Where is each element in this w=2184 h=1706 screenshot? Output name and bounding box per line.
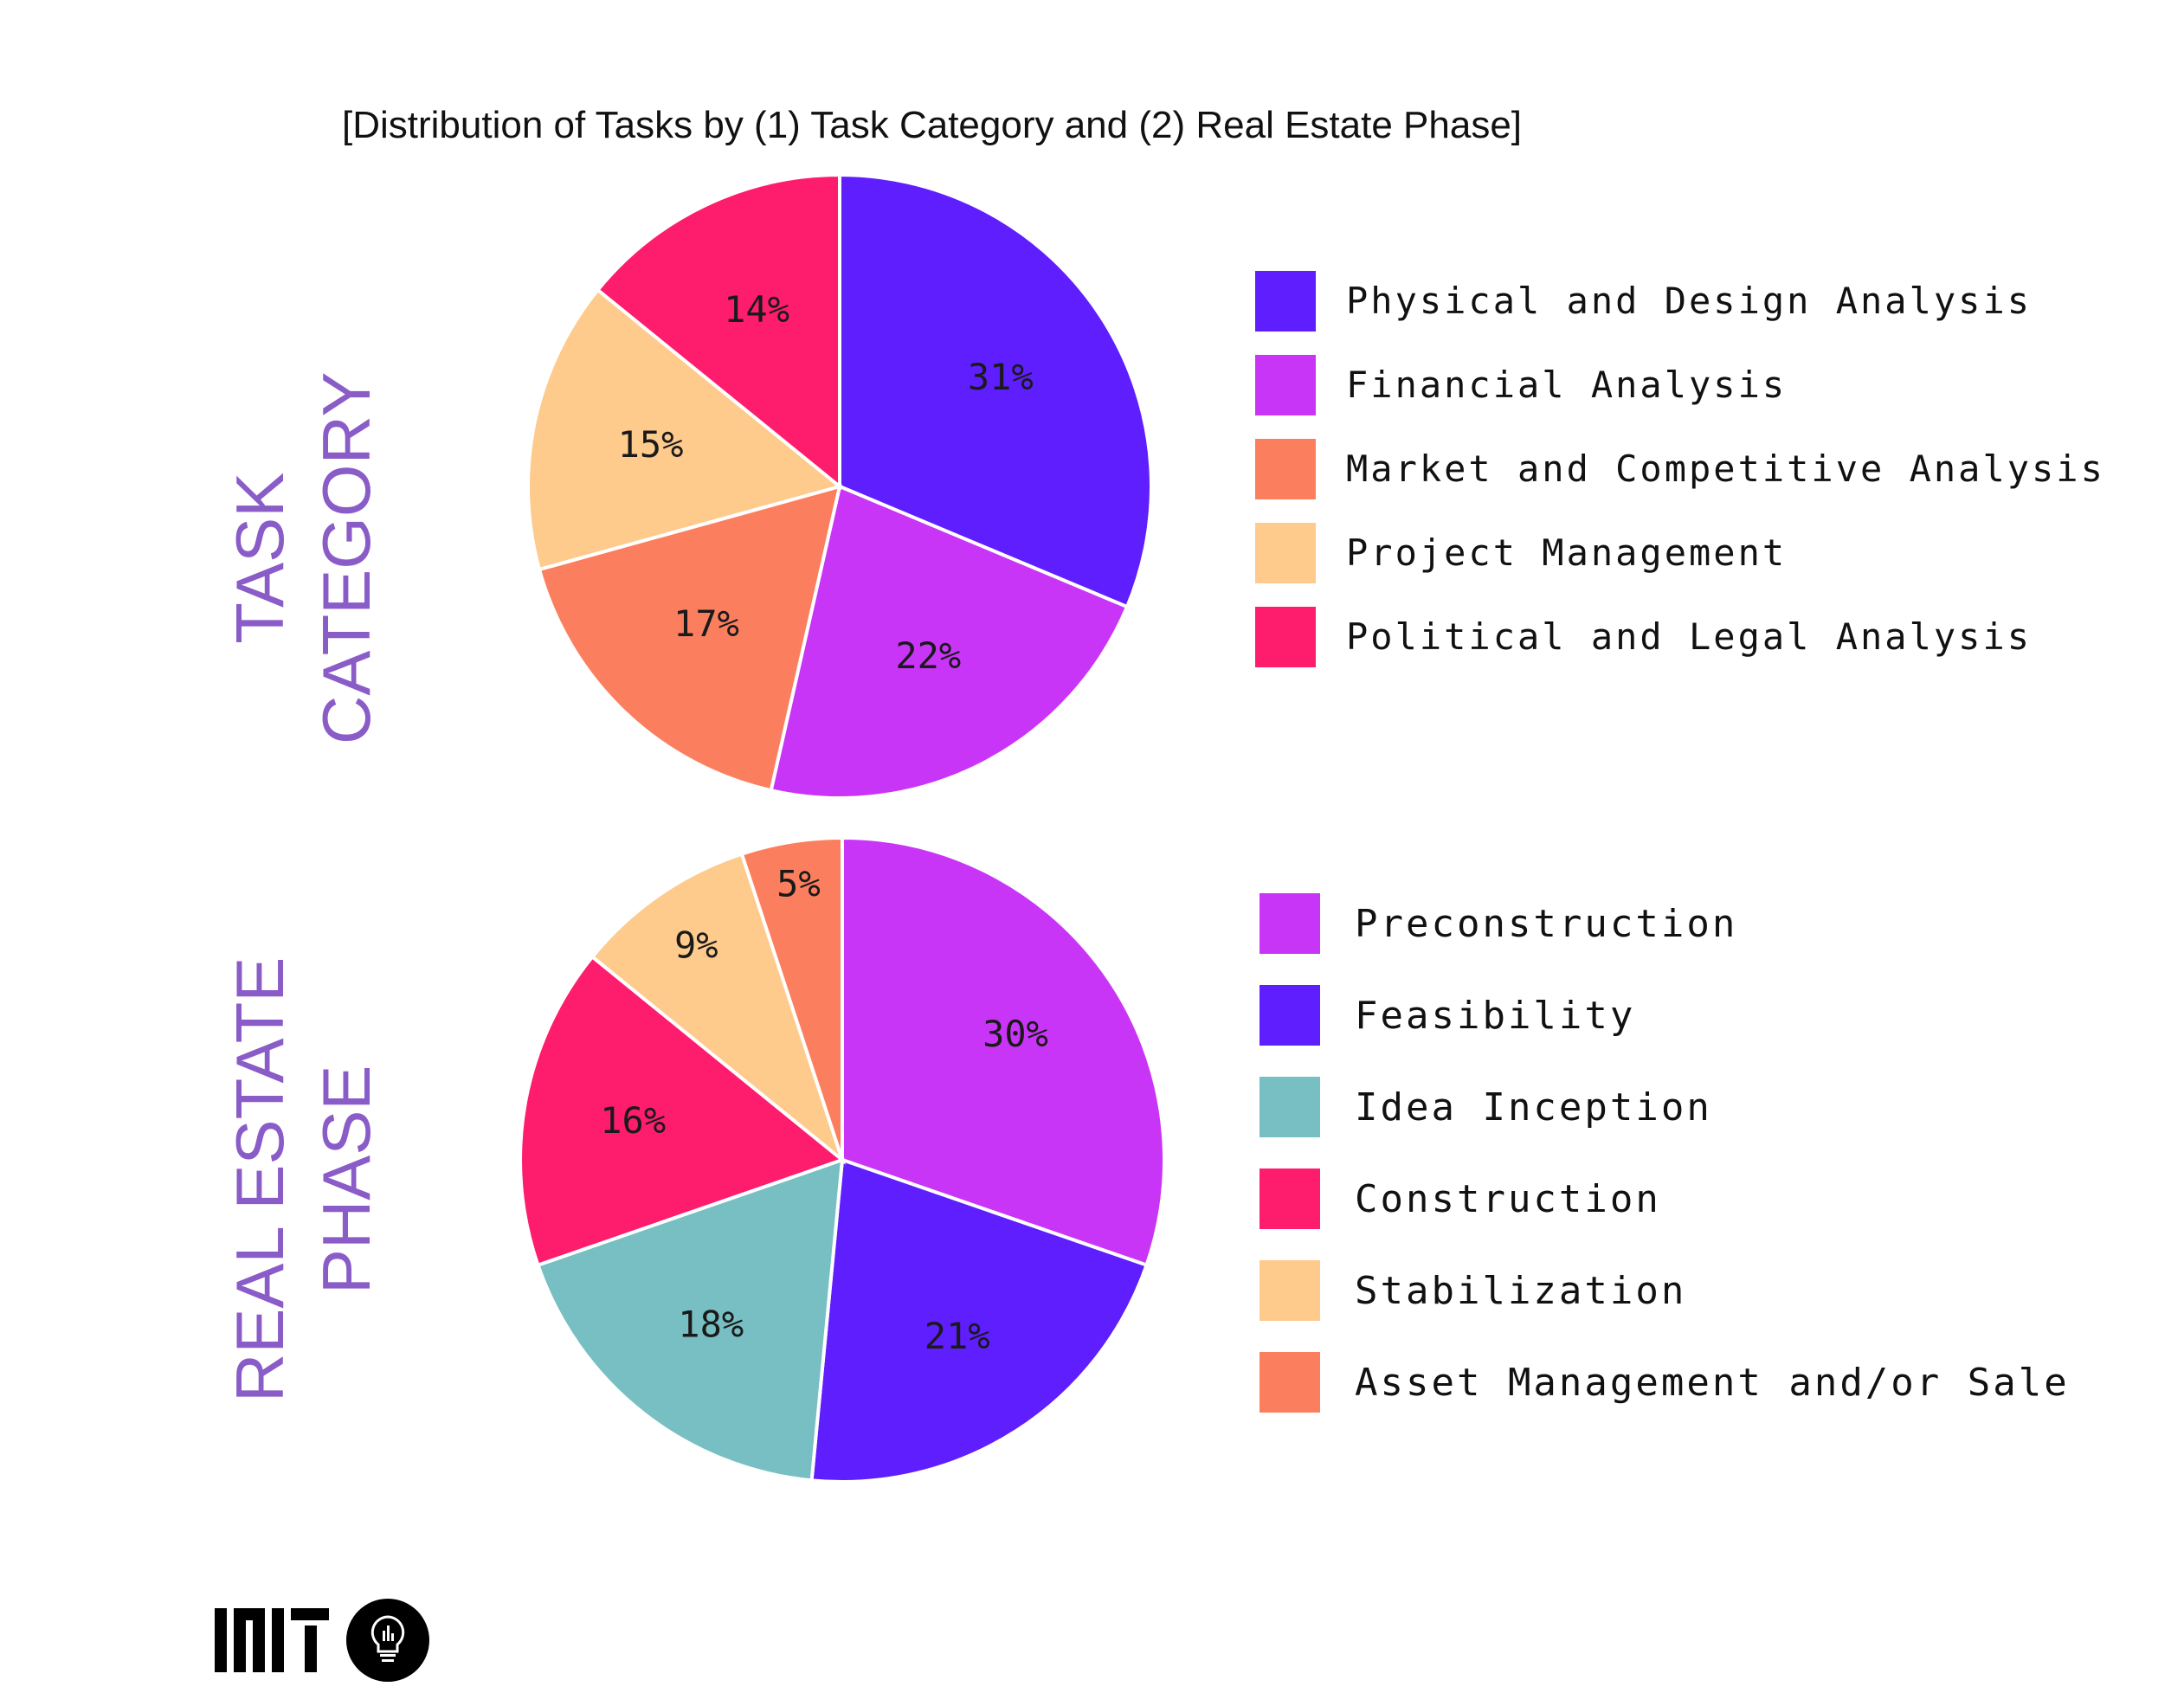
data-label-asset-management-and-or-sale: 5% bbox=[776, 863, 821, 905]
legend-swatch bbox=[1255, 607, 1316, 667]
pie-slice-preconstruction bbox=[841, 835, 1166, 1268]
data-label-construction: 16% bbox=[600, 1099, 666, 1142]
pie-slice-physical-and-design-analysis bbox=[838, 172, 1154, 609]
data-label-market-and-competitive-analysis: 17% bbox=[673, 602, 739, 645]
legend-label: Stabilization bbox=[1355, 1269, 1687, 1313]
pie-slice-financial-analysis bbox=[769, 484, 1130, 800]
legend-label: Project Management bbox=[1346, 531, 1788, 574]
pie-slice-political-and-legal-analysis bbox=[595, 172, 841, 491]
data-label-preconstruction: 30% bbox=[982, 1013, 1048, 1055]
real-estate-phase-slices: 30% 21% 18% 16% 9% 5% bbox=[519, 835, 1166, 1484]
legend-swatch bbox=[1260, 1077, 1320, 1137]
legend-label: Feasibility bbox=[1355, 994, 1636, 1038]
legend-label: Asset Management and/or Sale bbox=[1355, 1361, 2070, 1405]
legend-swatch bbox=[1260, 1168, 1320, 1229]
legend-swatch bbox=[1255, 355, 1316, 415]
legend-swatch bbox=[1260, 893, 1320, 954]
pie-slice-asset-management-and-or-sale bbox=[739, 835, 844, 1161]
legend-swatch bbox=[1255, 271, 1316, 332]
task-category-slices: 31% 22% 17% 15% 14% bbox=[526, 172, 1154, 800]
legend-label: Preconstruction bbox=[1355, 902, 1738, 946]
data-label-political-and-legal-analysis: 14% bbox=[724, 288, 789, 331]
legend-label: Political and Legal Analysis bbox=[1346, 615, 2033, 658]
mit-logo bbox=[215, 1599, 429, 1682]
legend-label: Physical and Design Analysis bbox=[1346, 280, 2033, 322]
pie-slice-project-management bbox=[526, 287, 844, 572]
pie-slice-feasibility bbox=[809, 1157, 1150, 1484]
pie-slice-construction bbox=[519, 954, 847, 1268]
legend-swatch bbox=[1260, 1260, 1320, 1321]
data-label-feasibility: 21% bbox=[924, 1315, 990, 1357]
chart-title: [Distribution of Tasks by (1) Task Categ… bbox=[342, 104, 1523, 146]
data-label-project-management: 15% bbox=[618, 423, 684, 466]
data-label-idea-inception: 18% bbox=[678, 1303, 744, 1345]
legend-swatch bbox=[1255, 523, 1316, 583]
lightbulb-chart-icon bbox=[346, 1599, 429, 1682]
legend-swatch bbox=[1260, 1352, 1320, 1413]
data-label-financial-analysis: 22% bbox=[895, 634, 961, 677]
legend-label: Market and Competitive Analysis bbox=[1346, 447, 2105, 490]
data-label-physical-and-design-analysis: 31% bbox=[968, 356, 1034, 398]
legend-label: Construction bbox=[1355, 1177, 1661, 1221]
pie-slice-market-and-competitive-analysis bbox=[537, 484, 842, 793]
legend-swatch bbox=[1255, 439, 1316, 499]
legend-swatch bbox=[1260, 985, 1320, 1046]
pie-slice-stabilization bbox=[589, 852, 847, 1165]
legend-label: Idea Inception bbox=[1355, 1085, 1712, 1130]
data-label-stabilization: 9% bbox=[674, 924, 718, 966]
legend-label: Financial Analysis bbox=[1346, 364, 1788, 406]
